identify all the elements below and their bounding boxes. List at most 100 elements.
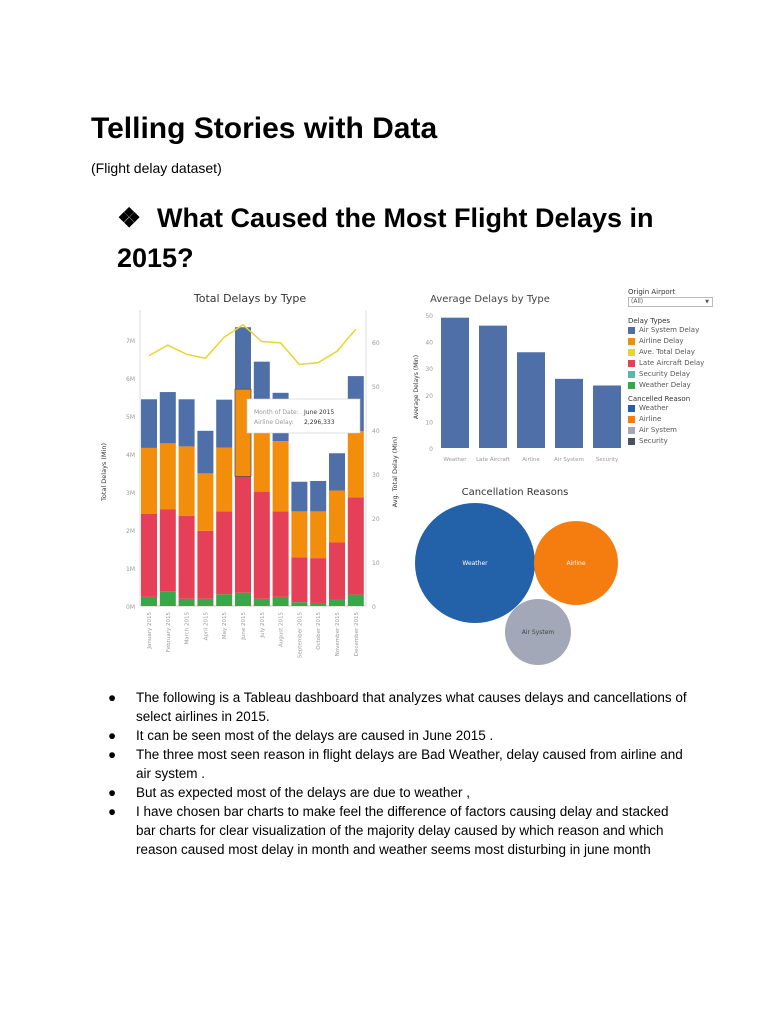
cancel-reason-legend-item: Weather <box>628 403 720 414</box>
bar-segment-air-system-delay <box>159 392 176 444</box>
bar-segment-air-system-delay <box>197 430 214 474</box>
legend-panel: Origin Airport (All) ▼ Delay Types Air S… <box>628 288 720 447</box>
bar-segment-weather-delay <box>197 598 214 606</box>
bullet-dot-icon: ● <box>108 785 117 800</box>
bar-segment-weather-delay <box>216 594 233 606</box>
bar-segment-air-system-delay <box>310 480 327 512</box>
y2-tick-label: 20 <box>372 516 380 523</box>
x-tick-label: February 2015 <box>166 612 172 653</box>
bullet-text: I have chosen bar charts to make feel th… <box>136 804 669 857</box>
x-tick-label: April 2015 <box>203 612 209 641</box>
y2-tick-label: 60 <box>372 340 380 347</box>
legend-swatch <box>628 338 635 345</box>
bullet-dot-icon: ● <box>108 728 117 743</box>
bar-segment-airline-delay <box>178 446 195 516</box>
bar-segment-weather-delay <box>235 592 251 606</box>
diamond-bullet-icon: ❖ <box>117 203 142 233</box>
legend-label: Late Aircraft Delay <box>639 359 705 367</box>
bullet-dot-icon: ● <box>108 747 117 762</box>
chevron-down-icon: ▼ <box>705 299 709 305</box>
bar-segment-airline-delay <box>347 431 364 498</box>
x-tick-label: Security <box>596 457 619 463</box>
bullet-item: ● I have chosen bar charts to make feel t… <box>108 802 688 859</box>
y-tick-label: 4M <box>126 452 135 459</box>
x-tick-label: December 2015 <box>354 612 360 657</box>
x-tick-label: March 2015 <box>185 612 191 645</box>
bar-segment-weather-delay <box>347 594 364 606</box>
cancel-reason-legend-item: Airline <box>628 414 720 425</box>
legend-label: Air System Delay <box>639 326 700 334</box>
bar-segment-air-system-delay <box>235 327 251 390</box>
bullet-item: ● The three most seen reason in flight de… <box>108 745 688 783</box>
delay-type-legend-item: Airline Delay <box>628 336 720 347</box>
tooltip-value: June 2015 <box>303 409 334 416</box>
bar-segment-airline-delay <box>272 441 289 512</box>
bar <box>441 317 469 448</box>
x-tick-label: Air System <box>554 457 584 463</box>
bar-segment-air-system-delay <box>141 399 157 448</box>
bar-segment-airline-delay <box>141 447 157 514</box>
cancellation-reasons-chart: Cancellation Reasons Weather Airline Air Sy… <box>415 487 618 665</box>
legend-label: Weather <box>639 404 669 412</box>
dropdown-value: (All) <box>631 298 644 305</box>
cancel-reason-title: Cancelled Reason <box>628 395 691 403</box>
bar-segment-airline-delay <box>253 430 270 492</box>
y-tick-label: 10 <box>425 419 433 426</box>
bar-segment-late-aircraft-delay <box>310 558 327 603</box>
bar-segment-late-aircraft-delay <box>272 511 289 597</box>
filter-label: Origin Airport <box>628 288 676 296</box>
dashboard-image: Total Delays by Type 0M 1M 2M 3M 4M 5M 6M 7M 0 10 2… <box>90 282 720 666</box>
delay-type-legend-item: Air System Delay <box>628 325 720 336</box>
y2-tick-label: 10 <box>372 560 380 567</box>
average-delays-chart: Average Delays by Type 0 10 20 30 40 50 Average… <box>413 294 621 463</box>
tooltip-box <box>246 398 361 434</box>
y2-tick-label: 0 <box>372 604 376 611</box>
bullet-list: ● The following is a Tableau dashboard th… <box>108 688 688 859</box>
y-tick-label: 7M <box>126 338 135 345</box>
bar-segment-air-system-delay <box>216 399 233 448</box>
y-tick-label: 40 <box>425 340 433 347</box>
tooltip-label: Month of Date: <box>254 409 299 416</box>
bar-segment-weather-delay <box>253 598 270 606</box>
chart-title: Total Delays by Type <box>193 292 306 305</box>
x-tick-label: September 2015 <box>297 612 303 659</box>
chart-title: Average Delays by Type <box>430 294 550 305</box>
y-tick-label: 0M <box>126 604 135 611</box>
chart-title: Cancellation Reasons <box>462 487 569 498</box>
legend-label: Security <box>639 437 668 445</box>
bar-segment-airline-delay <box>310 511 327 559</box>
x-tick-label: June 2015 <box>241 612 247 641</box>
bar-segment-weather-delay <box>291 602 308 606</box>
legend-swatch <box>628 416 635 423</box>
legend-label: Weather Delay <box>639 381 691 389</box>
section-heading-text: What Caused the Most Flight Delays in 20… <box>117 203 654 273</box>
bubble-label: Airline <box>566 560 585 567</box>
total-delays-chart: Total Delays by Type 0M 1M 2M 3M 4M 5M 6M 7M 0 10 2… <box>100 292 399 659</box>
bar-segment-late-aircraft-delay <box>235 476 251 593</box>
legend-label: Security Delay <box>639 370 691 378</box>
bar <box>593 385 621 448</box>
y2-tick-label: 30 <box>372 472 380 479</box>
bar-segment-late-aircraft-delay <box>159 509 176 592</box>
bar-segment-late-aircraft-delay <box>329 542 345 600</box>
bullet-dot-icon: ● <box>108 804 117 819</box>
bar-segment-airline-delay <box>329 490 345 543</box>
y-tick-label: 3M <box>126 490 135 497</box>
bar-segment-weather-delay <box>272 596 289 606</box>
delay-type-legend-item: Ave. Total Delay <box>628 347 720 358</box>
y-tick-label: 5M <box>126 414 135 421</box>
bar-segment-air-system-delay <box>178 399 195 447</box>
avg-total-delay-line <box>148 323 357 366</box>
bullet-text: The following is a Tableau dashboard tha… <box>136 690 687 724</box>
origin-airport-dropdown[interactable]: (All) ▼ <box>628 297 713 307</box>
x-tick-label: Weather <box>443 457 467 463</box>
bar <box>479 325 507 448</box>
bar-segment-weather-delay <box>329 599 345 606</box>
bubble-label: Weather <box>462 560 488 567</box>
legend-swatch <box>628 427 635 434</box>
legend-swatch <box>628 405 635 412</box>
y-tick-label: 1M <box>126 566 135 573</box>
bubble-label: Air System <box>522 629 555 636</box>
cancel-reason-legend-item: Air System <box>628 425 720 436</box>
bullet-text: But as expected most of the delays are d… <box>136 785 470 800</box>
